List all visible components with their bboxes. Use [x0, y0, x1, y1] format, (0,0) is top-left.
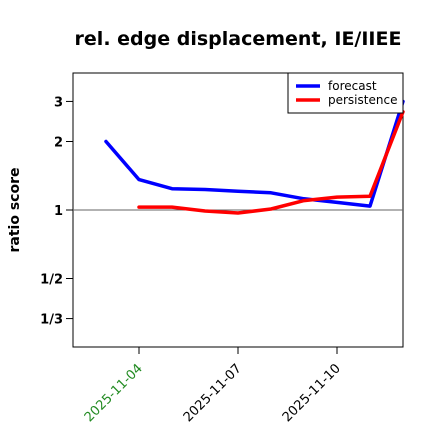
legend-label-forecast: forecast [328, 79, 377, 93]
x-tick-label: 2025-11-04 [82, 361, 146, 425]
y-tick-label: 2 [54, 136, 63, 151]
chart-title: rel. edge displacement, IE/IIEE [75, 28, 402, 50]
x-tick-label: 2025-11-07 [181, 361, 245, 425]
legend-label-persistence: persistence [328, 93, 397, 107]
series-line-persistence [137, 110, 405, 215]
legend-box [287, 72, 404, 114]
y-tick-label: 1/3 [40, 313, 63, 328]
y-axis-label: ratio score [7, 168, 23, 253]
y-tick-label: 1 [54, 204, 63, 219]
y-tick-label: 3 [54, 95, 63, 110]
series-line-forecast [104, 99, 405, 208]
x-tick-label: 2025-11-10 [280, 361, 344, 425]
y-tick-label: 1/2 [40, 273, 63, 288]
